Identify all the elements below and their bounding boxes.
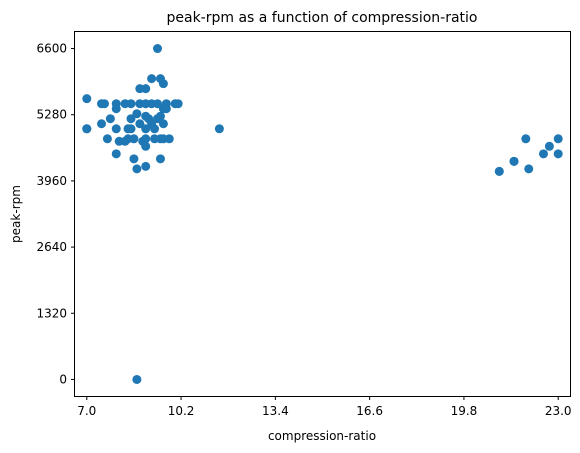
data-point [214,124,224,134]
data-point [126,114,136,124]
data-point [153,44,162,54]
data-point [524,164,534,174]
data-point [132,164,142,174]
y-tick-label: 5280 [36,108,67,122]
data-point [97,119,107,129]
data-point [129,154,139,164]
y-tick-label: 2640 [36,240,67,254]
x-tick-label: 7.0 [77,404,96,418]
data-point [135,119,145,129]
data-point [161,104,171,114]
data-point [155,111,165,121]
data-point [111,124,121,134]
data-point [538,149,548,159]
data-point [126,124,136,134]
scatter-points [82,44,563,384]
data-point [141,161,151,171]
data-point [164,134,174,144]
data-point [173,99,183,109]
data-point [155,154,165,164]
data-point [158,119,168,129]
x-tick-label: 23.0 [545,404,572,418]
data-point [141,141,151,151]
data-point [494,166,504,176]
data-point [111,99,121,109]
data-point [544,141,554,151]
x-axis: 7.0 10.2 13.4 16.6 19.8 23.0 [77,396,572,418]
data-point [147,74,157,84]
data-point [126,99,136,109]
y-tick-label: 0 [59,372,67,386]
data-point [150,124,160,134]
data-point [158,79,168,89]
x-tick-label: 16.6 [356,404,383,418]
x-tick-label: 10.2 [168,404,195,418]
y-tick-label: 1320 [36,306,67,320]
data-point [111,149,121,159]
data-point [105,114,115,124]
plot-area-frame [74,31,571,397]
x-tick-label: 13.4 [262,404,289,418]
data-point [99,99,109,109]
data-point [129,134,139,144]
data-point [153,99,162,109]
data-point [132,109,142,119]
chart-title: peak-rpm as a function of compression-ra… [166,10,477,26]
data-point [102,134,112,144]
y-tick-label: 3960 [36,174,67,188]
data-point [553,149,563,159]
data-point [141,124,151,134]
data-point [509,156,519,166]
x-axis-label: compression-ratio [268,429,376,443]
data-point [141,84,151,94]
data-point [132,374,142,384]
data-point [82,94,92,104]
data-point [521,134,531,144]
data-point [141,134,151,144]
data-point [82,124,92,134]
y-tick-label: 6600 [36,42,67,56]
y-axis: 0 1320 2640 3960 5280 6600 [36,42,75,386]
x-tick-label: 19.8 [451,404,478,418]
data-point [553,134,563,144]
y-axis-label: peak-rpm [9,185,23,243]
